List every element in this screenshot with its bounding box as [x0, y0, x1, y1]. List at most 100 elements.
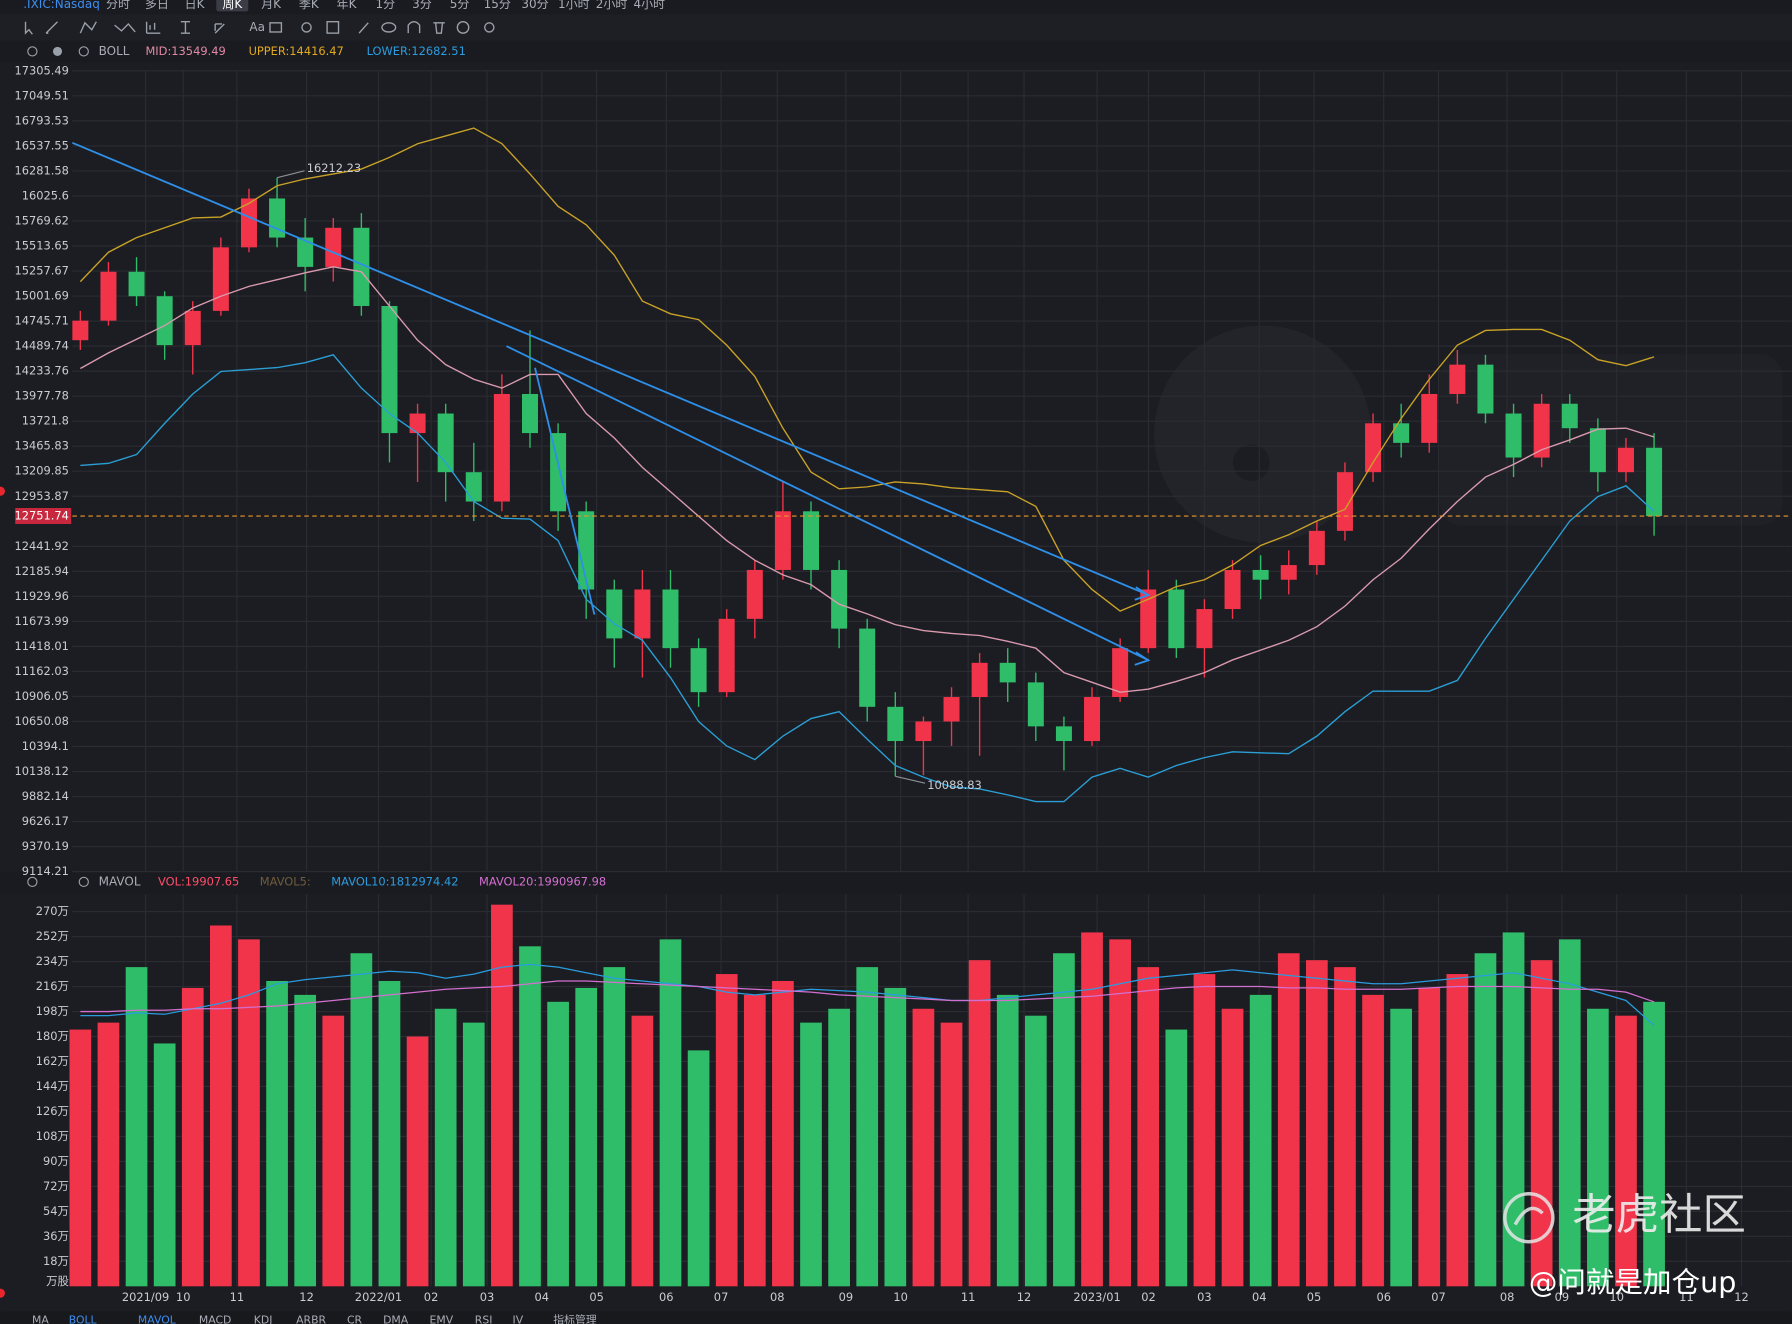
- legend-entry: LOWER:12682.51: [367, 44, 466, 58]
- indicator-tab[interactable]: BOLL: [69, 1314, 97, 1324]
- candle-body: [578, 511, 595, 590]
- candle-body: [1365, 423, 1382, 473]
- settings-icon[interactable]: [27, 876, 38, 888]
- close-icon[interactable]: [78, 46, 89, 57]
- indicator-name[interactable]: MAVOL: [99, 874, 141, 888]
- period-tab[interactable]: 周K: [222, 0, 243, 11]
- indicator-tab[interactable]: KDJ: [254, 1314, 273, 1324]
- candle-body: [128, 271, 145, 297]
- trend-line[interactable]: [506, 345, 1147, 660]
- volume-bar: [462, 1022, 485, 1287]
- close-icon[interactable]: [78, 876, 89, 888]
- x-tick-label: 2023/01: [1073, 1290, 1120, 1304]
- icon-measure[interactable]: [180, 21, 191, 34]
- candle-body: [1561, 403, 1578, 429]
- period-tab[interactable]: 年K: [337, 0, 358, 11]
- volume-bar: [1615, 1015, 1637, 1287]
- period-tab[interactable]: 1分: [376, 0, 396, 11]
- marks-layer: [69, 127, 1792, 1287]
- trend-line[interactable]: [72, 141, 1147, 595]
- icon-magnet[interactable]: [407, 21, 421, 34]
- period-tab[interactable]: 3分: [412, 0, 432, 11]
- icon-pen[interactable]: [358, 22, 369, 34]
- period-tab[interactable]: 分时: [106, 0, 130, 11]
- y-tick-label: 12185.94: [14, 564, 68, 578]
- period-tab[interactable]: 季K: [299, 0, 320, 11]
- watermark: 老虎社区: [1572, 1190, 1746, 1240]
- indicator-name[interactable]: BOLL: [99, 44, 130, 58]
- icon-note[interactable]: [269, 22, 283, 33]
- icon-wave[interactable]: [114, 22, 136, 33]
- volume-bar: [687, 1050, 710, 1287]
- y-tick-label: 15513.65: [14, 239, 68, 253]
- y-tick-label: 252万: [36, 929, 69, 943]
- icon-trash[interactable]: [433, 22, 445, 34]
- indicator-tab[interactable]: DMA: [383, 1314, 409, 1324]
- x-tick-label: 11: [1679, 1290, 1694, 1304]
- candle-body: [1084, 697, 1101, 742]
- x-tick-label: 12: [299, 1290, 314, 1304]
- candle-body: [409, 413, 426, 434]
- indicator-tab[interactable]: CR: [347, 1314, 363, 1324]
- icon-hide[interactable]: [456, 21, 470, 34]
- x-tick-label: 04: [535, 1290, 550, 1304]
- icon-arrow[interactable]: [214, 23, 225, 34]
- x-tick-label: 08: [770, 1290, 785, 1304]
- x-tick-label: 09: [839, 1290, 854, 1304]
- y-tick-label: 13209.85: [14, 464, 68, 478]
- volume-bar: [996, 994, 1019, 1287]
- period-tab[interactable]: 1小时: [558, 0, 590, 11]
- volume-bar: [1362, 994, 1384, 1287]
- icon-chart[interactable]: [326, 21, 340, 34]
- y-tick-label: 13465.83: [14, 439, 68, 453]
- volume-bar: [940, 1022, 963, 1287]
- hide-icon[interactable]: [52, 46, 63, 56]
- icon-line[interactable]: [45, 21, 58, 34]
- icon-polyline[interactable]: [79, 21, 97, 34]
- symbol[interactable]: .IXIC:Nasdaq: [23, 0, 100, 11]
- indicator-tab[interactable]: EMV: [430, 1314, 454, 1324]
- icon-cursor[interactable]: [24, 21, 33, 35]
- icon-zoom[interactable]: [301, 22, 312, 33]
- icon-settings[interactable]: [484, 22, 495, 33]
- period-tab[interactable]: 日K: [185, 0, 206, 11]
- period-tab[interactable]: 2小时: [596, 0, 628, 11]
- indicator-tab[interactable]: MAVOL: [138, 1314, 176, 1324]
- candle-body: [1477, 364, 1494, 414]
- volume-bar: [575, 987, 598, 1287]
- period-tab[interactable]: 30分: [521, 0, 548, 11]
- candle-body: [240, 198, 257, 248]
- x-tick-label: 06: [659, 1290, 674, 1304]
- icon-text[interactable]: Aa: [249, 20, 265, 34]
- candle-body: [1168, 589, 1185, 649]
- candle-body: [887, 706, 904, 742]
- indicator-tab[interactable]: MACD: [199, 1314, 232, 1324]
- candle-body: [831, 569, 848, 629]
- candle-body: [859, 628, 876, 707]
- period-tab[interactable]: 月K: [261, 0, 282, 11]
- volume-bar: [1334, 967, 1356, 1287]
- period-tab[interactable]: 15分: [484, 0, 511, 11]
- volume-header: [0, 871, 1792, 894]
- period-tab[interactable]: 5分: [450, 0, 470, 11]
- indicator-tab[interactable]: RSI: [475, 1314, 493, 1324]
- indicator-tab[interactable]: IV: [513, 1314, 524, 1324]
- icon-fib[interactable]: [145, 21, 161, 34]
- marker: [0, 486, 5, 496]
- indicator-tab[interactable]: ARBR: [296, 1314, 326, 1324]
- candle-body: [634, 589, 651, 639]
- settings-icon[interactable]: [27, 46, 38, 57]
- indicator-tab[interactable]: MA: [32, 1314, 49, 1324]
- high-annotation: 16212.23: [307, 161, 361, 175]
- icon-eye[interactable]: [381, 22, 397, 33]
- y-tick-label: 18万: [43, 1254, 69, 1268]
- y-tick-label: 12441.92: [14, 539, 68, 553]
- tool-bar: [0, 14, 1792, 40]
- volume-bar: [491, 904, 513, 1287]
- period-tab[interactable]: 多日: [145, 0, 169, 11]
- volume-bar: [210, 925, 232, 1287]
- period-tab[interactable]: 4小时: [633, 0, 665, 11]
- x-tick-label: 12: [1734, 1290, 1749, 1304]
- indicator-tab[interactable]: 指标管理: [553, 1313, 597, 1324]
- trend-line[interactable]: [534, 367, 596, 615]
